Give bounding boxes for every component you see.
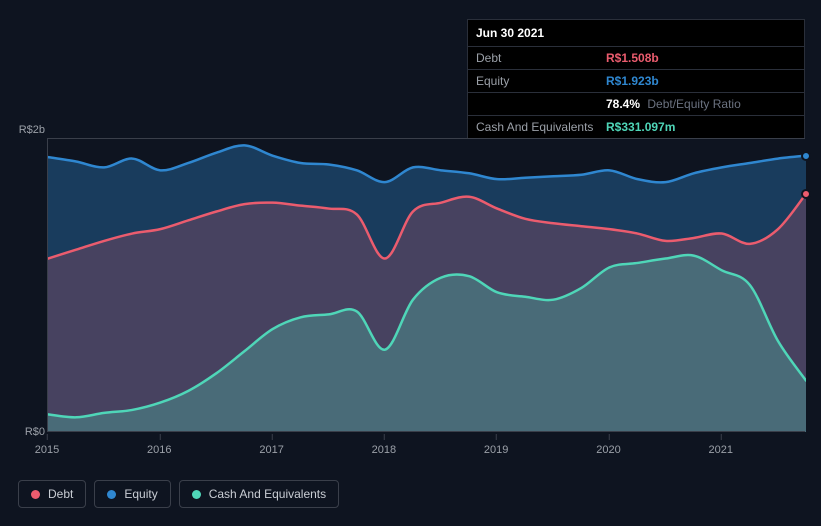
legend-item-equity[interactable]: Equity bbox=[94, 480, 170, 508]
x-tick: 2018 bbox=[372, 444, 396, 456]
x-tick-label: 2017 bbox=[259, 444, 283, 456]
y-tick-bottom: R$0 bbox=[25, 426, 45, 438]
tooltip-date: Jun 30 2021 bbox=[468, 20, 804, 47]
tooltip-row-value: 78.4% Debt/Equity Ratio bbox=[606, 97, 741, 111]
tooltip-row-suffix: Debt/Equity Ratio bbox=[644, 97, 741, 111]
plot-area[interactable] bbox=[47, 138, 805, 432]
x-tick-mark bbox=[47, 434, 48, 440]
tooltip-row: DebtR$1.508b bbox=[468, 47, 804, 70]
financials-chart: R$2b R$0 bbox=[15, 120, 805, 440]
tooltip-row-value: R$1.923b bbox=[606, 74, 659, 88]
tooltip-row-label bbox=[476, 97, 606, 111]
x-tick: 2020 bbox=[596, 444, 620, 456]
x-tick: 2016 bbox=[147, 444, 171, 456]
x-tick-mark bbox=[496, 434, 497, 440]
tooltip-row-value: R$1.508b bbox=[606, 51, 659, 65]
tooltip-row-label: Equity bbox=[476, 74, 606, 88]
tooltip-row: EquityR$1.923b bbox=[468, 70, 804, 93]
x-tick-label: 2019 bbox=[484, 444, 508, 456]
end-dot-equity bbox=[801, 151, 811, 161]
x-tick: 2021 bbox=[709, 444, 733, 456]
x-tick-label: 2021 bbox=[709, 444, 733, 456]
x-tick-mark bbox=[721, 434, 722, 440]
end-dot-debt bbox=[801, 189, 811, 199]
x-tick-mark bbox=[272, 434, 273, 440]
x-tick-mark bbox=[384, 434, 385, 440]
x-tick: 2015 bbox=[35, 444, 59, 456]
legend-label: Debt bbox=[48, 487, 73, 501]
x-tick-label: 2018 bbox=[372, 444, 396, 456]
legend: Debt Equity Cash And Equivalents bbox=[18, 480, 339, 508]
gridline-base bbox=[48, 431, 805, 432]
gridline-top bbox=[48, 138, 805, 139]
legend-item-cash-and-equivalents[interactable]: Cash And Equivalents bbox=[179, 480, 339, 508]
x-tick-mark bbox=[159, 434, 160, 440]
y-tick-top: R$2b bbox=[19, 124, 45, 136]
x-tick: 2017 bbox=[259, 444, 283, 456]
x-tick-mark bbox=[608, 434, 609, 440]
x-tick-label: 2015 bbox=[35, 444, 59, 456]
x-axis: 2015201620172018201920202021 bbox=[47, 442, 805, 462]
x-tick: 2019 bbox=[484, 444, 508, 456]
legend-label: Cash And Equivalents bbox=[209, 487, 326, 501]
x-tick-label: 2020 bbox=[596, 444, 620, 456]
legend-item-debt[interactable]: Debt bbox=[18, 480, 86, 508]
x-tick-label: 2016 bbox=[147, 444, 171, 456]
legend-label: Equity bbox=[124, 487, 157, 501]
chart-svg bbox=[48, 138, 806, 432]
legend-swatch bbox=[192, 490, 201, 499]
tooltip-row: 78.4% Debt/Equity Ratio bbox=[468, 93, 804, 116]
legend-swatch bbox=[107, 490, 116, 499]
tooltip-row-label: Debt bbox=[476, 51, 606, 65]
legend-swatch bbox=[31, 490, 40, 499]
